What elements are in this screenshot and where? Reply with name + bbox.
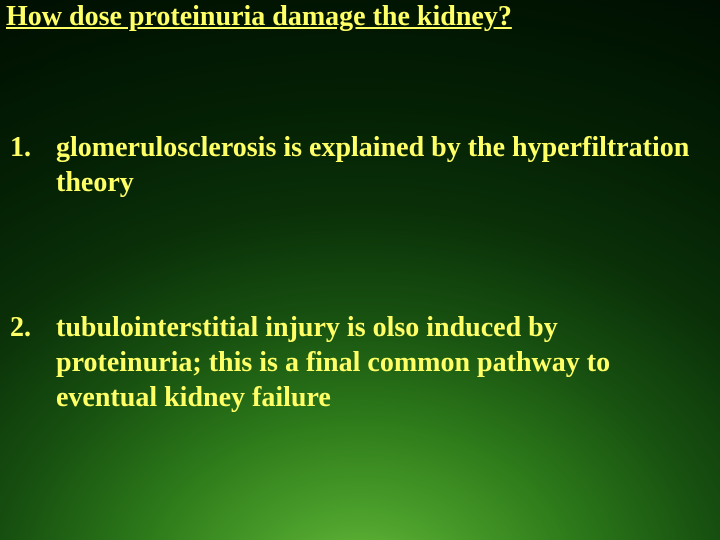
- list-text: glomerulosclerosis is explained by the h…: [56, 130, 700, 200]
- content-area: 1. glomerulosclerosis is explained by th…: [8, 130, 700, 415]
- list-number: 1.: [8, 130, 56, 165]
- slide-title: How dose proteinuria damage the kidney?: [0, 0, 518, 37]
- slide-container: How dose proteinuria damage the kidney? …: [0, 0, 720, 540]
- list-item: 1. glomerulosclerosis is explained by th…: [8, 130, 700, 200]
- list-number: 2.: [8, 310, 56, 345]
- list-text: tubulointerstitial injury is olso induce…: [56, 310, 700, 415]
- list-item: 2. tubulointerstitial injury is olso ind…: [8, 310, 700, 415]
